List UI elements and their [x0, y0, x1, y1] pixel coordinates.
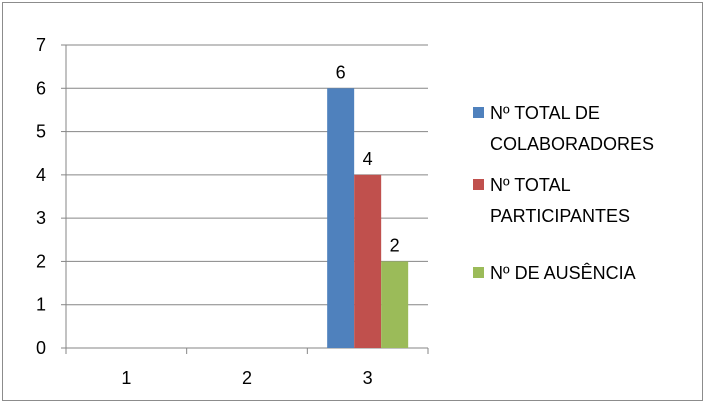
y-tick-label: 7 [36, 35, 46, 55]
y-tick-label: 4 [36, 165, 46, 185]
legend-label: COLABORADORES [490, 134, 654, 154]
y-tick-label: 3 [36, 208, 46, 228]
legend-swatch [473, 107, 484, 118]
y-tick-label: 5 [36, 122, 46, 142]
x-tick-label: 2 [242, 368, 252, 388]
y-tick-label: 0 [36, 338, 46, 358]
legend-label: PARTICIPANTES [490, 206, 630, 226]
legend-swatch [473, 267, 484, 278]
legend-label: Nº DE AUSÊNCIA [490, 263, 636, 283]
data-label: 6 [336, 62, 346, 82]
y-tick-label: 1 [36, 295, 46, 315]
y-tick-label: 2 [36, 251, 46, 271]
legend-label: Nº TOTAL [490, 175, 571, 195]
x-tick-label: 1 [121, 368, 131, 388]
bar-chart: 0 1 2 3 4 5 6 7 1 2 3 6 4 2 Nº TOTAL DE COLABORADORES Nº… [36, 35, 654, 388]
x-tick-label: 3 [363, 368, 373, 388]
legend-label: Nº TOTAL DE [490, 103, 600, 123]
chart-area: 0 1 2 3 4 5 6 7 1 2 3 6 4 2 Nº TOTAL DE COLABORADORES Nº… [2, 2, 703, 401]
bar [381, 261, 409, 348]
legend-swatch [473, 179, 484, 190]
data-label: 2 [390, 235, 400, 255]
bar [327, 88, 355, 349]
y-tick-label: 6 [36, 78, 46, 98]
data-label: 4 [363, 149, 373, 169]
bar [354, 174, 382, 348]
